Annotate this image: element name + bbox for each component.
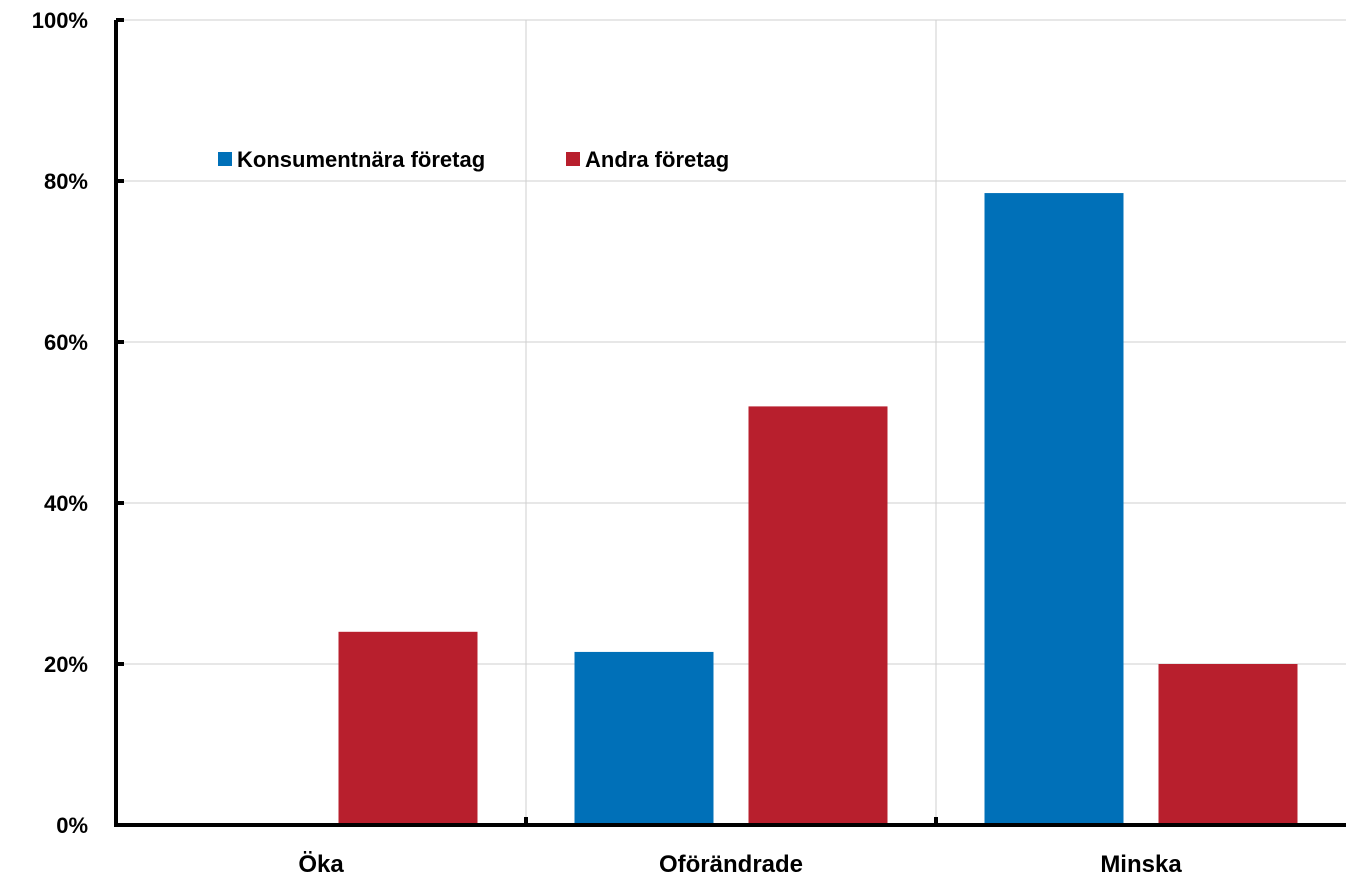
bar-series2 — [1158, 664, 1298, 825]
y-tick-label: 0% — [56, 813, 88, 838]
bars — [338, 193, 1298, 825]
y-tick-label: 60% — [44, 330, 88, 355]
x-category-label: Öka — [298, 851, 344, 878]
y-tick-label: 20% — [44, 652, 88, 677]
bar-series2 — [748, 406, 888, 825]
y-tick-label: 80% — [44, 169, 88, 194]
x-category-label: Minska — [1100, 851, 1182, 878]
bar-series2 — [338, 631, 478, 825]
bar-series1 — [574, 651, 714, 825]
legend-label: Konsumentnära företag — [237, 147, 485, 172]
gridlines — [116, 19, 1346, 825]
legend-swatch — [566, 152, 580, 166]
y-tick-label: 100% — [32, 8, 88, 33]
y-tick-labels: 0% 20% 40% 60% 80% 100% — [32, 8, 88, 838]
x-category-labels: Öka Oförändrade Minska — [298, 851, 1182, 878]
legend-label: Andra företag — [585, 147, 729, 172]
axes — [114, 18, 1346, 827]
y-tick-label: 40% — [44, 491, 88, 516]
bar-series1 — [984, 193, 1124, 825]
x-category-label: Oförändrade — [659, 851, 803, 878]
legend: Konsumentnära företag Andra företag — [218, 147, 729, 172]
legend-swatch — [218, 152, 232, 166]
